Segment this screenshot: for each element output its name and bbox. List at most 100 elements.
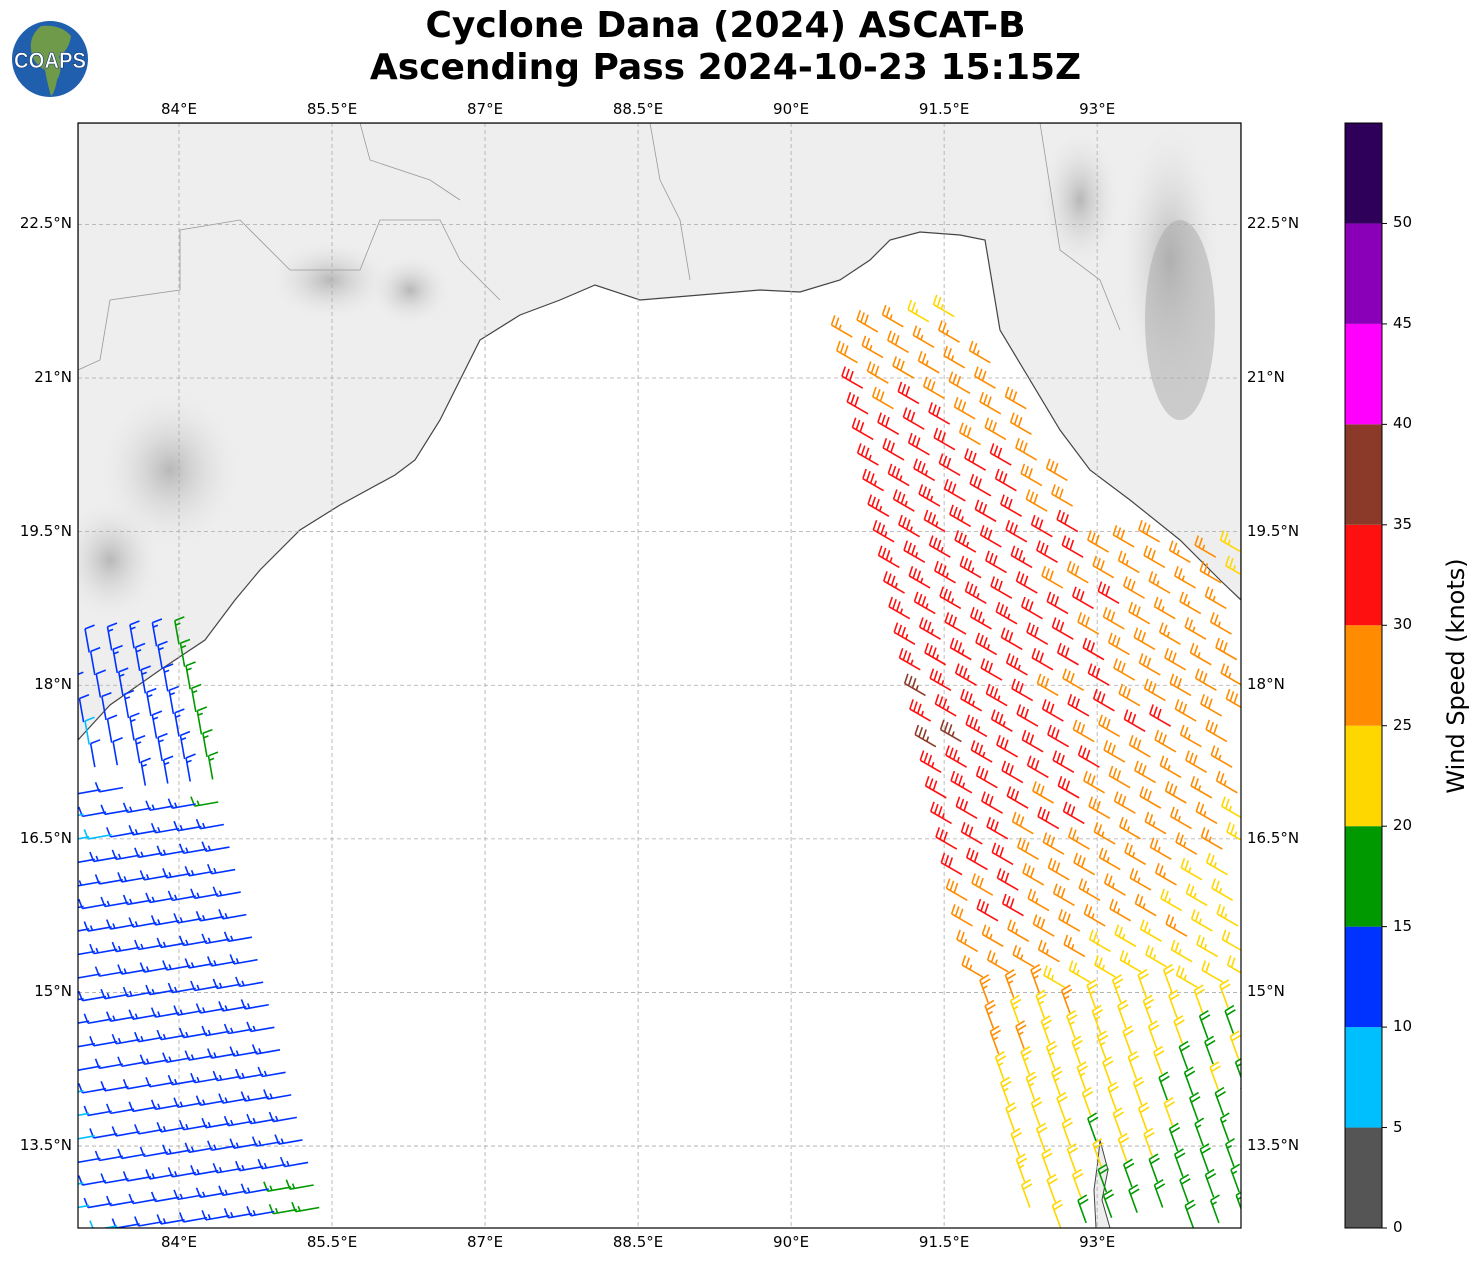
wind-barb — [913, 591, 936, 615]
wind-barb — [1173, 1148, 1186, 1178]
wind-barb — [956, 929, 979, 953]
wind-barb — [78, 1204, 90, 1209]
wind-barb — [1051, 484, 1074, 507]
wind-barb — [1025, 1071, 1037, 1101]
wind-barb — [106, 714, 118, 743]
lon-tick-top: 93°E — [1079, 100, 1116, 118]
wind-barb — [1094, 955, 1117, 978]
wind-barb — [1183, 1066, 1196, 1096]
wind-barb — [1102, 606, 1125, 630]
wind-barb — [1062, 668, 1085, 692]
wind-barb — [990, 709, 1013, 733]
lon-tick-bottom: 90°E — [773, 1233, 810, 1251]
wind-barb — [1215, 637, 1238, 661]
wind-barb — [965, 714, 988, 738]
wind-barb — [903, 673, 926, 697]
lat-tick-right: 15°N — [1247, 982, 1285, 1001]
wind-barb — [969, 473, 992, 497]
wind-barb — [1063, 934, 1086, 958]
wind-barb — [897, 381, 920, 405]
wind-barb — [968, 340, 991, 364]
wind-barb — [939, 719, 962, 743]
wind-barb — [1219, 979, 1231, 1009]
wind-barb — [1164, 647, 1187, 671]
wind-barb — [1230, 1163, 1241, 1193]
wind-barb — [134, 642, 146, 672]
wind-barb — [918, 484, 941, 507]
wind-barb — [1225, 688, 1241, 709]
wind-barb — [964, 448, 987, 471]
wind-barb — [902, 407, 925, 430]
wind-barb — [1159, 755, 1182, 779]
colorbar-tick-label: 10 — [1393, 1017, 1413, 1036]
wind-barb — [923, 509, 946, 533]
wind-barb — [991, 842, 1014, 866]
title-line-2: Ascending Pass 2024-10-23 15:15Z — [369, 47, 1082, 88]
colorbar-segment — [1345, 323, 1382, 425]
wind-barb — [1164, 781, 1187, 804]
wind-barb — [1179, 724, 1202, 748]
wind-barb — [1132, 1076, 1145, 1106]
wind-barb — [1067, 827, 1090, 850]
wind-barb — [151, 618, 163, 647]
wind-barb — [1170, 939, 1193, 963]
wind-barb — [928, 402, 951, 425]
colorbar-segment — [1345, 223, 1382, 324]
wind-barb — [1224, 1004, 1236, 1034]
wind-barb — [934, 694, 957, 717]
colorbar-segment — [1345, 826, 1382, 927]
wind-barb — [1185, 883, 1208, 907]
wind-barb — [1128, 1184, 1140, 1213]
wind-barb — [101, 691, 112, 721]
colorbar-segment — [1345, 725, 1382, 827]
wind-barb — [1092, 688, 1115, 712]
wind-barb — [1092, 1138, 1104, 1167]
colorbar-tick-label: 5 — [1393, 1117, 1403, 1136]
wind-barb — [989, 1025, 1002, 1055]
andaman-islands — [1093, 1139, 1111, 1228]
wind-barb — [1077, 612, 1100, 635]
wind-barb — [979, 974, 991, 1003]
wind-barb — [45, 1225, 72, 1235]
wind-barb — [1234, 1057, 1241, 1080]
wind-barb — [928, 535, 951, 558]
wind-barb — [1153, 1045, 1165, 1075]
wind-barb — [912, 325, 935, 348]
lon-tick-top: 87°E — [467, 100, 504, 118]
wind-barb — [944, 612, 967, 635]
lat-tick-left: 19.5°N — [19, 521, 72, 540]
wind-barb — [1134, 760, 1157, 784]
wind-barb — [1062, 801, 1085, 825]
wind-barb — [945, 745, 968, 768]
wind-barb — [1009, 994, 1022, 1024]
wind-barb — [1113, 791, 1136, 814]
wind-barb — [1225, 555, 1241, 576]
wind-barb — [1046, 1173, 1058, 1203]
wind-barb — [1004, 386, 1027, 410]
wind-barb — [930, 801, 952, 825]
lat-tick-left: 16.5°N — [19, 828, 72, 847]
wind-barb — [958, 422, 981, 446]
wind-barb — [1082, 637, 1105, 661]
wind-barb — [1036, 540, 1058, 564]
wind-barb — [1022, 863, 1045, 886]
wind-barb — [1015, 1020, 1027, 1050]
wind-barb — [933, 427, 956, 451]
wind-barb — [1158, 622, 1181, 645]
wind-barb — [938, 453, 961, 476]
wind-barb — [964, 581, 987, 604]
wind-barb — [1153, 1178, 1166, 1208]
colorbar-tick-label: 40 — [1393, 414, 1413, 433]
wind-barb — [1163, 1097, 1175, 1126]
wind-barb — [1199, 1143, 1211, 1172]
wind-barb — [1219, 1112, 1230, 1142]
wind-barb — [1005, 653, 1028, 676]
wind-barb — [1091, 1004, 1104, 1034]
wind-barb — [1103, 740, 1126, 763]
lon-tick-bottom: 84°E — [160, 1233, 198, 1251]
wind-barb — [1214, 1086, 1226, 1116]
wind-barb — [1020, 463, 1043, 487]
wind-barb — [1087, 1112, 1099, 1142]
wind-barb — [949, 504, 972, 528]
wind-barb — [981, 924, 1004, 948]
